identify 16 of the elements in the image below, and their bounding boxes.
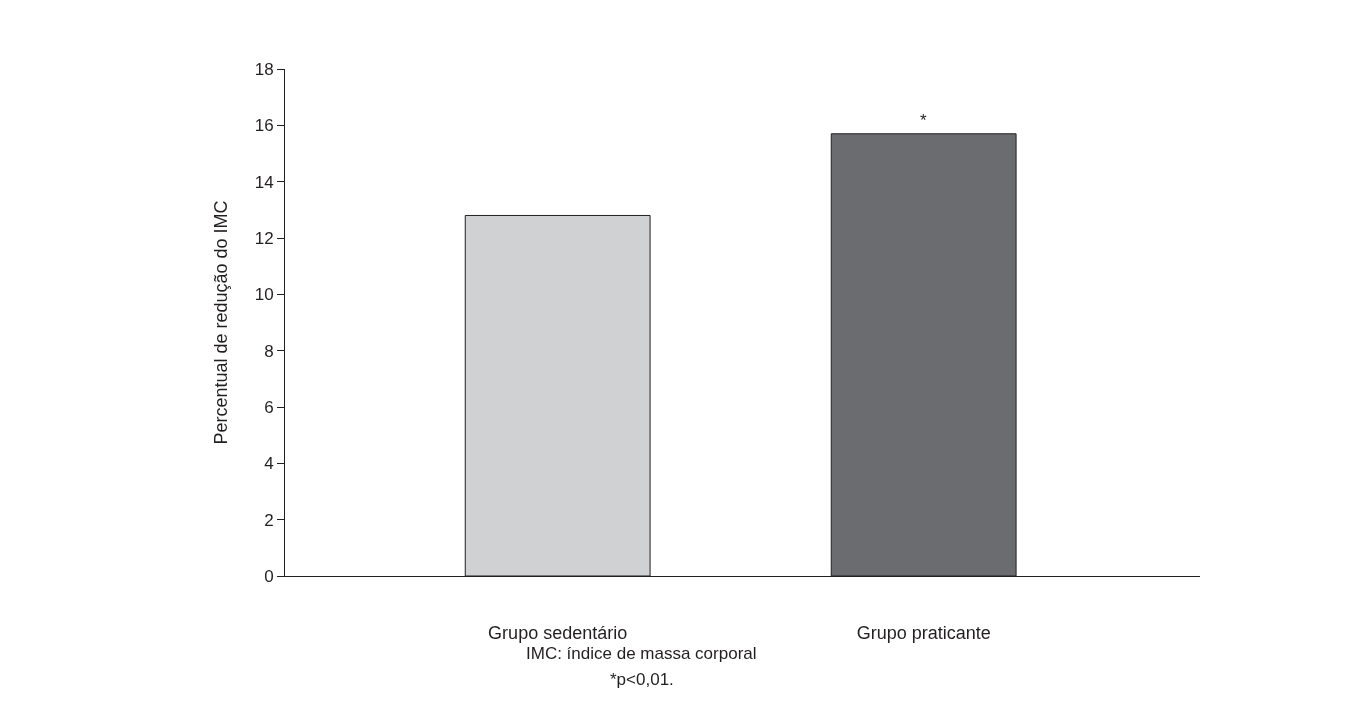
text: IMC: índice de massa corporal: [526, 644, 757, 663]
y-tick-label: 12: [254, 228, 274, 248]
y-tick-label: 8: [264, 341, 274, 361]
y-tick-label: 14: [254, 172, 274, 192]
y-axis-title: Percentual de redução do IMC: [210, 200, 231, 445]
annotation: *: [920, 111, 927, 130]
y-tick-label: 2: [264, 510, 274, 530]
y-tick-label: 18: [254, 59, 274, 79]
y-tick-label: 10: [254, 285, 274, 305]
x-tick-label: Grupo praticante: [856, 622, 991, 643]
y-tick-label: 16: [254, 116, 274, 136]
text: *p<0,01.: [610, 670, 674, 689]
y-tick-label: 0: [264, 566, 274, 586]
y-tick-label: 6: [264, 397, 274, 417]
x-tick-label: Grupo sedentário: [488, 622, 628, 643]
y-tick-label: 4: [264, 454, 274, 474]
